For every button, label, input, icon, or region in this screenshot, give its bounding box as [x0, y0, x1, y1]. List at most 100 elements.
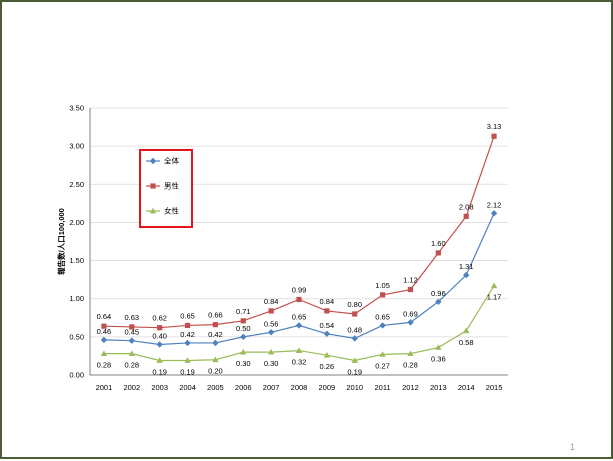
y-tick-label: 0.00: [69, 371, 84, 380]
y-tick-label: 3.50: [69, 104, 84, 113]
data-point: [351, 335, 358, 342]
data-point: [491, 133, 497, 139]
x-tick-label: 2015: [486, 383, 503, 392]
data-point: [295, 347, 303, 353]
data-label: 0.36: [431, 355, 446, 364]
legend-marker: [149, 157, 157, 165]
data-label: 0.27: [375, 361, 390, 370]
data-point: [240, 348, 247, 355]
data-label: 0.42: [208, 330, 223, 339]
data-point: [323, 330, 331, 338]
data-point: [463, 271, 470, 279]
data-label: 0.42: [180, 330, 195, 339]
data-point: [296, 296, 302, 303]
data-label: 0.69: [403, 309, 418, 318]
data-label: 0.30: [236, 359, 251, 368]
legend-box: [139, 149, 193, 228]
data-label: 1.17: [487, 293, 502, 302]
data-label: 0.84: [320, 297, 335, 306]
data-point: [100, 350, 108, 357]
y-axis-label: 報告数/人口100,000: [56, 208, 66, 275]
x-tick-label: 2005: [207, 383, 224, 392]
data-point: [184, 322, 191, 329]
data-point: [212, 322, 218, 328]
y-tick-label: 3.00: [69, 142, 84, 151]
y-tick-label: 2.50: [69, 180, 84, 189]
data-point: [490, 210, 498, 217]
legend-marker: [150, 183, 156, 189]
x-tick-label: 2001: [96, 383, 113, 392]
x-tick-label: 2003: [151, 383, 168, 392]
data-point: [407, 350, 414, 357]
data-label: 0.30: [264, 359, 279, 368]
data-label: 0.65: [375, 312, 390, 321]
data-label: 0.20: [208, 367, 223, 376]
data-point: [212, 356, 219, 363]
data-label: 0.63: [124, 313, 139, 322]
data-point: [407, 286, 414, 293]
x-tick-label: 2011: [375, 383, 391, 392]
data-label: 0.64: [97, 312, 112, 321]
data-point: [463, 213, 469, 219]
x-tick-label: 2009: [319, 383, 336, 392]
data-label: 0.28: [124, 361, 139, 370]
data-point: [240, 333, 247, 341]
data-label: 0.32: [292, 358, 307, 367]
data-point: [352, 311, 358, 317]
data-point: [324, 308, 330, 314]
data-label: 0.58: [459, 338, 474, 347]
data-point: [129, 324, 135, 330]
data-point: [240, 318, 246, 324]
data-point: [490, 282, 498, 289]
data-label: 0.56: [264, 319, 279, 328]
data-label: 0.66: [208, 311, 223, 320]
data-point: [184, 339, 191, 347]
x-tick-label: 2002: [123, 383, 140, 392]
x-tick-label: 2004: [179, 383, 196, 392]
data-point: [379, 322, 386, 329]
data-label: 0.65: [292, 312, 307, 321]
x-tick-label: 2010: [346, 383, 363, 392]
data-label: 1.60: [431, 239, 446, 248]
data-point: [379, 351, 386, 357]
data-point: [435, 298, 442, 305]
data-point: [128, 337, 135, 344]
x-tick-label: 2008: [291, 383, 308, 392]
data-point: [267, 348, 275, 355]
data-point: [323, 351, 331, 358]
data-label: 0.19: [347, 368, 362, 377]
data-point: [101, 323, 107, 329]
data-point: [295, 322, 303, 329]
x-tick-label: 2014: [458, 383, 475, 392]
data-label: 0.62: [152, 314, 167, 323]
data-point: [212, 339, 219, 347]
data-label: 1.12: [403, 276, 418, 285]
data-label: 0.65: [180, 311, 195, 320]
data-label: 0.80: [347, 300, 362, 309]
data-label: 0.50: [236, 324, 251, 333]
data-point: [380, 292, 386, 298]
data-label: 0.28: [403, 361, 418, 370]
data-point: [184, 357, 191, 363]
data-label: 0.84: [264, 297, 279, 306]
data-point: [463, 327, 470, 334]
data-point: [407, 319, 414, 326]
data-label: 2.08: [459, 202, 474, 211]
x-tick-label: 2012: [402, 383, 419, 392]
legend-label: 男性: [164, 181, 179, 191]
data-label: 0.99: [292, 285, 307, 294]
y-tick-label: 1.00: [69, 294, 84, 303]
data-label: 0.96: [431, 289, 446, 298]
data-label: 3.13: [487, 122, 502, 131]
data-point: [351, 357, 358, 363]
data-label: 0.71: [236, 307, 251, 316]
data-label: 1.31: [459, 262, 474, 271]
data-point: [156, 357, 163, 363]
data-point: [435, 250, 441, 256]
y-tick-label: 1.50: [69, 256, 84, 265]
data-label: 0.28: [97, 361, 112, 370]
legend-marker: [149, 207, 157, 214]
y-tick-label: 0.50: [69, 332, 84, 341]
legend-label: 女性: [164, 206, 179, 216]
data-label: 0.19: [180, 368, 195, 377]
